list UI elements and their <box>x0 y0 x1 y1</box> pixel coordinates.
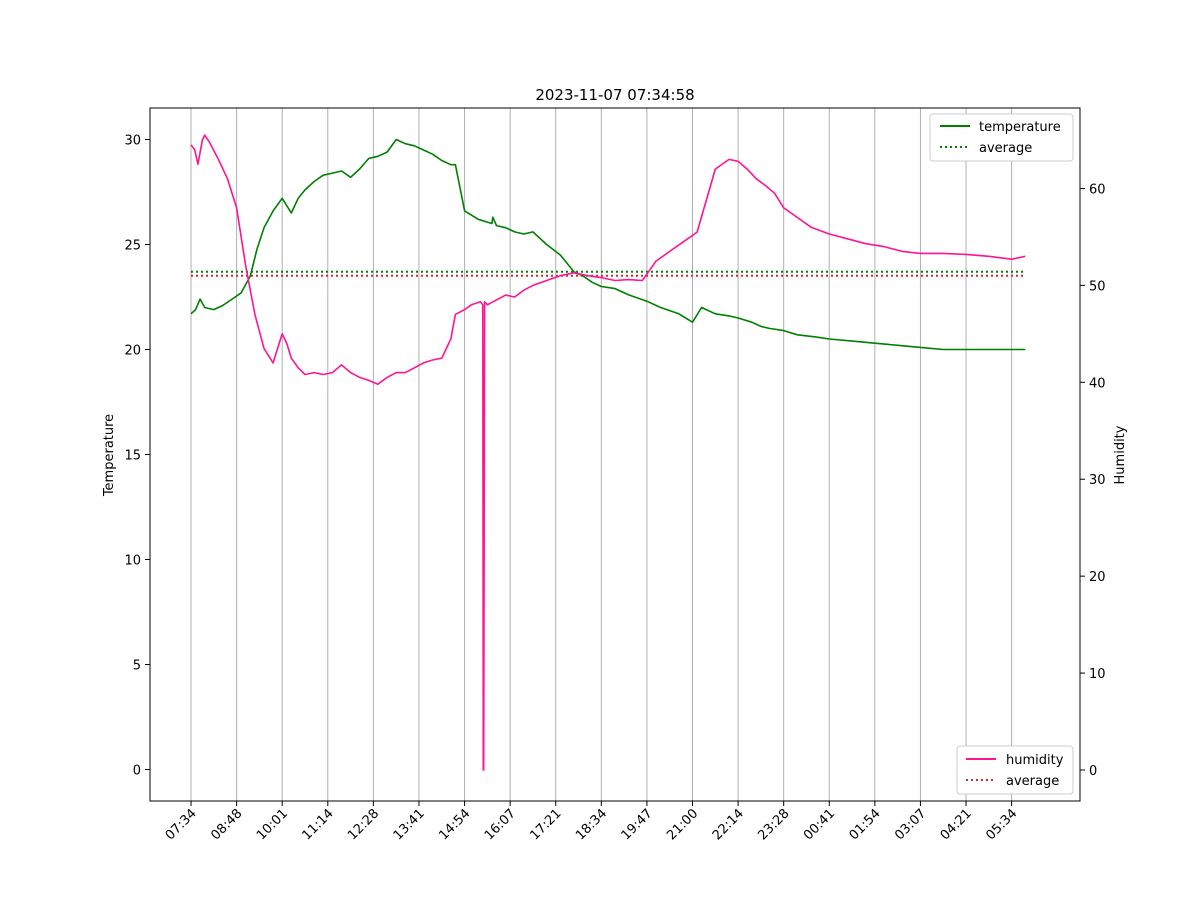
legend-top: temperature average <box>929 113 1074 162</box>
grid-layer <box>190 108 1013 801</box>
y-left-tick-label: 5 <box>133 659 141 674</box>
y-left-tick-label: 15 <box>124 449 141 464</box>
y-right-tick-label: 60 <box>1089 182 1106 197</box>
legend-label-temperature: temperature <box>979 120 1061 135</box>
y-left-tick-label: 0 <box>133 764 141 779</box>
legend-label-humidity-average: average <box>1006 774 1059 789</box>
legend-bottom: humidity average <box>956 745 1074 795</box>
legend-label-humidity: humidity <box>1006 753 1064 768</box>
series-line-humidity-humidity <box>190 134 1026 771</box>
y-right-tick-label: 50 <box>1089 279 1106 294</box>
y-right-tick-label: 10 <box>1089 667 1106 682</box>
y-right-tick-label: 0 <box>1089 764 1097 779</box>
y-right-tick-label: 40 <box>1089 376 1106 391</box>
legend-label-temperature-average: average <box>979 141 1032 156</box>
y-left-tick-label: 25 <box>124 239 141 254</box>
y-axis-label-right: Humidity <box>1113 425 1128 484</box>
y-left-tick-label: 30 <box>124 134 141 149</box>
series-layer <box>190 134 1026 771</box>
y-left-tick-label: 10 <box>124 554 141 569</box>
y-axis-label-left: Temperature <box>102 414 117 497</box>
y-right-tick-label: 20 <box>1089 570 1106 585</box>
series-line-temperature-temperature <box>190 138 1026 351</box>
y-right-tick-label: 30 <box>1089 473 1106 488</box>
chart-title: 2023-11-07 07:34:58 <box>535 86 694 104</box>
y-left-tick-label: 20 <box>124 344 141 359</box>
